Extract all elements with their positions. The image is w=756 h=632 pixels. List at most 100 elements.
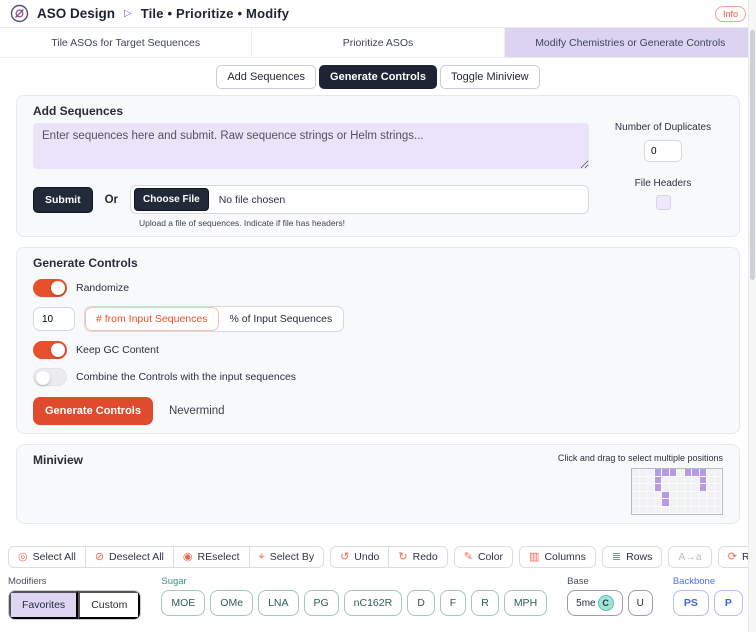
miniview-cell[interactable] — [714, 506, 722, 514]
miniview-cell[interactable] — [714, 476, 722, 484]
miniview-cell[interactable] — [684, 469, 692, 477]
miniview-cell[interactable] — [714, 469, 722, 477]
duplicates-input[interactable] — [644, 140, 682, 162]
miniview-cell[interactable] — [714, 499, 722, 507]
miniview-cell[interactable] — [632, 469, 640, 477]
miniview-cell[interactable] — [692, 506, 700, 514]
miniview-cell[interactable] — [692, 491, 700, 499]
miniview-cell[interactable] — [647, 484, 655, 492]
miniview-cell[interactable] — [677, 506, 685, 514]
sugar-moe-button[interactable]: MOE — [161, 590, 206, 616]
miniview-cell[interactable] — [639, 476, 647, 484]
miniview-cell[interactable] — [639, 484, 647, 492]
sugar-f-button[interactable]: F — [439, 590, 467, 616]
miniview-cell[interactable] — [684, 484, 692, 492]
page-scrollbar[interactable] — [748, 0, 756, 632]
keep-gc-toggle[interactable] — [33, 341, 67, 359]
select-all-button[interactable]: ◎ Select All — [8, 546, 86, 568]
miniview-cell[interactable] — [639, 491, 647, 499]
info-button[interactable]: Info — [714, 5, 746, 22]
miniview-cell[interactable] — [669, 491, 677, 499]
backbone-ps-button[interactable]: PS — [672, 590, 709, 616]
miniview-cell[interactable] — [662, 491, 670, 499]
miniview-cell[interactable] — [662, 506, 670, 514]
miniview-cell[interactable] — [647, 491, 655, 499]
sugar-r-button[interactable]: R — [471, 590, 499, 616]
redo-button[interactable]: ↻ Redo — [388, 546, 448, 568]
miniview-cell[interactable] — [699, 476, 707, 484]
miniview-cell[interactable] — [714, 484, 722, 492]
miniview-cell[interactable] — [654, 491, 662, 499]
nevermind-button[interactable]: Nevermind — [168, 405, 225, 417]
miniview-grid[interactable] — [631, 468, 723, 515]
sugar-pg-button[interactable]: PG — [303, 590, 339, 616]
miniview-cell[interactable] — [677, 491, 685, 499]
miniview-cell[interactable] — [669, 484, 677, 492]
miniview-cell[interactable] — [677, 499, 685, 507]
miniview-cell[interactable] — [692, 484, 700, 492]
file-headers-checkbox[interactable] — [655, 195, 671, 210]
miniview-cell[interactable] — [639, 499, 647, 507]
miniview-cell[interactable] — [647, 506, 655, 514]
combine-toggle[interactable] — [33, 368, 67, 386]
file-field[interactable]: Choose File No file chosen — [130, 185, 589, 214]
subtab-add-sequences[interactable]: Add Sequences — [216, 65, 317, 89]
miniview-cell[interactable] — [714, 491, 722, 499]
generate-controls-button[interactable]: Generate Controls — [33, 397, 153, 425]
undo-button[interactable]: ↺ Undo — [330, 546, 390, 568]
control-count-input[interactable] — [33, 307, 75, 331]
miniview-cell[interactable] — [632, 499, 640, 507]
miniview-cell[interactable] — [639, 469, 647, 477]
miniview-cell[interactable] — [654, 476, 662, 484]
backbone-p-button[interactable]: P — [713, 590, 743, 616]
miniview-cell[interactable] — [647, 499, 655, 507]
sugar-nc162r-button[interactable]: nC162R — [343, 590, 403, 616]
tab-prioritize-asos[interactable]: Prioritize ASOs — [252, 28, 505, 57]
miniview-cell[interactable] — [632, 476, 640, 484]
mode-percent-option[interactable]: % of Input Sequences — [229, 313, 333, 325]
miniview-cell[interactable] — [632, 484, 640, 492]
miniview-cell[interactable] — [677, 476, 685, 484]
miniview-cell[interactable] — [669, 476, 677, 484]
mode-number-option[interactable]: # from Input Sequences — [85, 307, 219, 331]
miniview-cell[interactable] — [692, 499, 700, 507]
miniview-cell[interactable] — [632, 506, 640, 514]
modifiers-custom-option[interactable]: Custom — [78, 591, 141, 619]
miniview-cell[interactable] — [647, 469, 655, 477]
sugar-mph-button[interactable]: MPH — [503, 590, 548, 616]
subtab-toggle-miniview[interactable]: Toggle Miniview — [439, 65, 540, 89]
miniview-cell[interactable] — [654, 506, 662, 514]
miniview-cell[interactable] — [662, 484, 670, 492]
tab-tile-asos-for-target-sequences[interactable]: Tile ASOs for Target Sequences — [0, 28, 253, 57]
miniview-cell[interactable] — [699, 506, 707, 514]
sugar-d-button[interactable]: D — [407, 590, 435, 616]
miniview-cell[interactable] — [692, 476, 700, 484]
miniview-cell[interactable] — [662, 469, 670, 477]
miniview-cell[interactable] — [699, 499, 707, 507]
miniview-cell[interactable] — [677, 469, 685, 477]
randomize-toggle[interactable] — [33, 279, 67, 297]
columns-button[interactable]: ▥ Columns — [519, 546, 596, 568]
color-button[interactable]: ✎ Color — [453, 546, 514, 568]
miniview-cell[interactable] — [669, 506, 677, 514]
miniview-cell[interactable] — [677, 484, 685, 492]
miniview-cell[interactable] — [692, 469, 700, 477]
miniview-cell[interactable] — [684, 506, 692, 514]
choose-file-button[interactable]: Choose File — [134, 188, 209, 211]
miniview-cell[interactable] — [632, 491, 640, 499]
reselect-button[interactable]: ◉ REselect — [172, 546, 250, 568]
miniview-cell[interactable] — [669, 499, 677, 507]
miniview-cell[interactable] — [654, 484, 662, 492]
rows-button[interactable]: ≣ Rows — [601, 546, 663, 568]
sugar-lna-button[interactable]: LNA — [258, 590, 299, 616]
miniview-cell[interactable] — [699, 469, 707, 477]
miniview-cell[interactable] — [707, 476, 715, 484]
miniview-cell[interactable] — [639, 506, 647, 514]
select-by-button[interactable]: ⌖ Select By — [248, 546, 325, 568]
deselect-all-button[interactable]: ⊘ Deselect All — [84, 546, 174, 568]
base-5mec-button[interactable]: 5me C — [567, 590, 623, 616]
miniview-cell[interactable] — [699, 491, 707, 499]
miniview-cell[interactable] — [684, 499, 692, 507]
miniview-cell[interactable] — [669, 469, 677, 477]
miniview-cell[interactable] — [654, 469, 662, 477]
